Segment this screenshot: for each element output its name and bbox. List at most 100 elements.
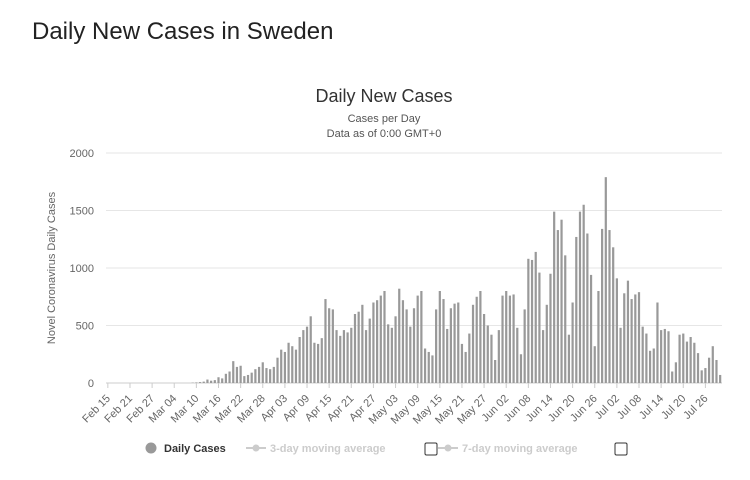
bar-daily-cases[interactable]: [612, 247, 615, 383]
bar-daily-cases[interactable]: [575, 236, 578, 383]
bar-daily-cases[interactable]: [471, 304, 475, 383]
bar-daily-cases[interactable]: [309, 316, 312, 383]
bar-daily-cases[interactable]: [353, 314, 357, 383]
bar-daily-cases[interactable]: [401, 300, 405, 383]
bar-daily-cases[interactable]: [228, 371, 231, 384]
bar-daily-cases[interactable]: [405, 309, 408, 383]
bar-daily-cases[interactable]: [623, 293, 626, 383]
bar-daily-cases[interactable]: [645, 333, 648, 383]
bar-daily-cases[interactable]: [206, 379, 209, 383]
bar-daily-cases[interactable]: [578, 211, 582, 383]
bar-daily-cases[interactable]: [505, 291, 508, 383]
bar-daily-cases[interactable]: [615, 278, 618, 383]
bar-daily-cases[interactable]: [482, 314, 486, 383]
bar-daily-cases[interactable]: [283, 351, 287, 383]
bar-daily-cases[interactable]: [711, 346, 714, 383]
legend-item-daily-cases[interactable]: Daily Cases: [145, 442, 226, 456]
bar-daily-cases[interactable]: [376, 300, 379, 383]
bar-daily-cases[interactable]: [287, 342, 290, 383]
bar-daily-cases[interactable]: [446, 328, 449, 383]
bar-daily-cases[interactable]: [660, 330, 663, 383]
bar-daily-cases[interactable]: [320, 338, 323, 383]
bar-daily-cases[interactable]: [556, 230, 559, 383]
bar-daily-cases[interactable]: [394, 316, 397, 383]
bar-daily-cases[interactable]: [641, 326, 644, 383]
legend-checkbox[interactable]: [424, 442, 438, 456]
bar-daily-cases[interactable]: [328, 308, 331, 383]
bar-daily-cases[interactable]: [420, 291, 423, 383]
bar-daily-cases[interactable]: [589, 274, 593, 383]
bar-daily-cases[interactable]: [409, 326, 412, 383]
bar-daily-cases[interactable]: [427, 351, 430, 383]
bar-daily-cases[interactable]: [549, 273, 552, 383]
bar-daily-cases[interactable]: [497, 330, 500, 383]
bar-daily-cases[interactable]: [272, 366, 275, 383]
bar-daily-cases[interactable]: [560, 219, 563, 383]
bar-daily-cases[interactable]: [350, 327, 353, 383]
bar-daily-cases[interactable]: [682, 333, 685, 383]
bar-daily-cases[interactable]: [464, 351, 467, 383]
bar-daily-cases[interactable]: [364, 330, 368, 383]
bar-daily-cases[interactable]: [637, 292, 641, 383]
bar-daily-cases[interactable]: [601, 228, 604, 383]
bar-daily-cases[interactable]: [195, 382, 198, 383]
bar-daily-cases[interactable]: [412, 308, 416, 383]
bar-daily-cases[interactable]: [656, 302, 659, 384]
bar-daily-cases[interactable]: [221, 378, 224, 383]
legend-item-3-day-moving-average[interactable]: 3-day moving average: [246, 443, 386, 455]
bar-daily-cases[interactable]: [298, 337, 301, 383]
bar-daily-cases[interactable]: [313, 342, 316, 383]
bar-daily-cases[interactable]: [586, 233, 589, 384]
bar-daily-cases[interactable]: [305, 326, 309, 383]
bar-daily-cases[interactable]: [460, 343, 464, 383]
bar-daily-cases[interactable]: [545, 304, 548, 383]
bar-daily-cases[interactable]: [198, 382, 202, 383]
bar-daily-cases[interactable]: [707, 357, 711, 383]
bar-daily-cases[interactable]: [269, 369, 272, 383]
bar-daily-cases[interactable]: [383, 291, 386, 383]
bar-daily-cases[interactable]: [593, 346, 596, 383]
bar-daily-cases[interactable]: [457, 302, 460, 384]
bar-daily-cases[interactable]: [530, 259, 534, 383]
bar-daily-cases[interactable]: [254, 369, 257, 383]
bar-daily-cases[interactable]: [235, 366, 239, 383]
bar-daily-cases[interactable]: [534, 251, 537, 383]
bar-series-daily-cases[interactable]: [191, 177, 722, 384]
bar-daily-cases[interactable]: [276, 357, 279, 383]
bar-daily-cases[interactable]: [553, 211, 556, 383]
bar-daily-cases[interactable]: [689, 337, 692, 383]
bar-daily-cases[interactable]: [342, 330, 346, 383]
bar-daily-cases[interactable]: [479, 291, 482, 383]
bar-daily-cases[interactable]: [519, 354, 523, 383]
bar-daily-cases[interactable]: [335, 330, 338, 383]
bar-daily-cases[interactable]: [516, 327, 519, 383]
bar-daily-cases[interactable]: [423, 348, 427, 384]
bar-daily-cases[interactable]: [280, 349, 283, 383]
bar-daily-cases[interactable]: [501, 295, 504, 383]
bar-daily-cases[interactable]: [239, 365, 242, 383]
bar-daily-cases[interactable]: [486, 325, 489, 384]
bar-daily-cases[interactable]: [715, 360, 718, 383]
bar-daily-cases[interactable]: [696, 353, 700, 383]
bar-daily-cases[interactable]: [257, 366, 261, 383]
bar-daily-cases[interactable]: [719, 374, 722, 383]
bar-daily-cases[interactable]: [294, 349, 298, 383]
bar-daily-cases[interactable]: [387, 324, 390, 383]
bar-daily-cases[interactable]: [597, 291, 600, 383]
legend-checkbox[interactable]: [614, 442, 628, 456]
bar-daily-cases[interactable]: [704, 368, 707, 383]
bar-daily-cases[interactable]: [494, 360, 497, 383]
bar-daily-cases[interactable]: [346, 332, 349, 383]
bar-daily-cases[interactable]: [398, 288, 401, 383]
bar-daily-cases[interactable]: [291, 346, 294, 383]
bar-daily-cases[interactable]: [567, 334, 571, 383]
bar-daily-cases[interactable]: [541, 330, 545, 383]
bar-daily-cases[interactable]: [379, 295, 382, 383]
bar-daily-cases[interactable]: [438, 291, 441, 383]
bar-daily-cases[interactable]: [527, 258, 530, 383]
bar-daily-cases[interactable]: [246, 374, 250, 383]
bar-daily-cases[interactable]: [316, 343, 320, 383]
bar-daily-cases[interactable]: [508, 295, 512, 383]
bar-daily-cases[interactable]: [324, 299, 327, 383]
bar-daily-cases[interactable]: [608, 230, 611, 383]
